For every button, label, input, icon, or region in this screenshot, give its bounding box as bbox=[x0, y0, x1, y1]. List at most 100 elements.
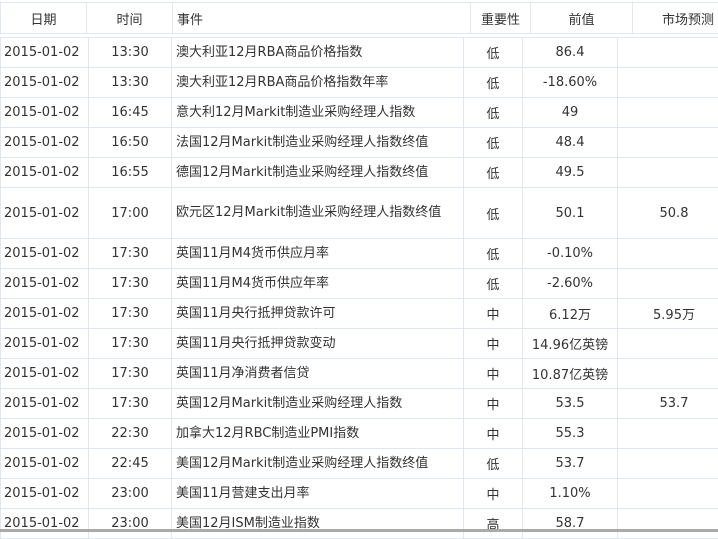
cell-time: 17:30 bbox=[89, 359, 172, 389]
cell-event[interactable]: 英国12月Markit制造业采购经理人指数 bbox=[172, 389, 464, 419]
cell-time: 16:55 bbox=[89, 158, 172, 188]
header-time[interactable]: 时间 bbox=[87, 3, 173, 34]
cell-time: 13:30 bbox=[89, 38, 172, 68]
cell-previous: -18.60% bbox=[523, 68, 618, 98]
cell-previous: 86.4 bbox=[523, 38, 618, 68]
cell-forecast: 5.95万 bbox=[618, 299, 718, 329]
cell-time: 17:30 bbox=[89, 269, 172, 299]
cell-date: 2015-01-02 bbox=[1, 329, 89, 359]
cell-importance: 低 bbox=[464, 158, 523, 188]
calendar-header: 日期 时间 事件 重要性 前值 市场预测 bbox=[0, 2, 718, 34]
cell-date: 2015-01-02 bbox=[1, 239, 89, 269]
cell-forecast bbox=[618, 38, 718, 68]
cell-previous: 55.3 bbox=[523, 419, 618, 449]
cell-forecast: 53.7 bbox=[618, 389, 718, 419]
cell-time: 16:50 bbox=[89, 128, 172, 158]
cell-forecast bbox=[618, 509, 718, 539]
cell-date: 2015-01-02 bbox=[1, 38, 89, 68]
cell-forecast bbox=[618, 98, 718, 128]
cell-previous: 50.1 bbox=[523, 188, 618, 239]
cell-forecast bbox=[618, 269, 718, 299]
cell-previous: 58.7 bbox=[523, 509, 618, 539]
cell-date: 2015-01-02 bbox=[1, 68, 89, 98]
cell-event[interactable]: 美国11月营建支出月率 bbox=[172, 479, 464, 509]
cell-importance: 高 bbox=[464, 509, 523, 539]
cell-date: 2015-01-02 bbox=[1, 389, 89, 419]
cell-forecast bbox=[618, 128, 718, 158]
cell-time: 17:00 bbox=[89, 188, 172, 239]
cell-forecast bbox=[618, 68, 718, 98]
cell-event[interactable]: 德国12月Markit制造业采购经理人指数终值 bbox=[172, 158, 464, 188]
cell-event[interactable]: 欧元区12月Markit制造业采购经理人指数终值 bbox=[172, 188, 464, 239]
header-forecast[interactable]: 市场预测 bbox=[633, 3, 718, 34]
cell-previous: 1.10% bbox=[523, 479, 618, 509]
header-importance[interactable]: 重要性 bbox=[471, 3, 531, 34]
cell-forecast bbox=[618, 329, 718, 359]
cell-forecast: 50.8 bbox=[618, 188, 718, 239]
cell-time: 22:45 bbox=[89, 449, 172, 479]
cell-date: 2015-01-02 bbox=[1, 299, 89, 329]
cell-event[interactable]: 法国12月Markit制造业采购经理人指数终值 bbox=[172, 128, 464, 158]
cell-event[interactable]: 英国11月央行抵押贷款变动 bbox=[172, 329, 464, 359]
cell-event[interactable]: 澳大利亚12月RBA商品价格指数年率 bbox=[172, 68, 464, 98]
cell-forecast bbox=[618, 158, 718, 188]
cell-event[interactable]: 英国11月央行抵押贷款许可 bbox=[172, 299, 464, 329]
header-previous[interactable]: 前值 bbox=[531, 3, 633, 34]
cell-previous: 53.7 bbox=[523, 449, 618, 479]
cell-event[interactable]: 英国11月M4货币供应月率 bbox=[172, 239, 464, 269]
cell-event[interactable]: 美国12月Markit制造业采购经理人指数终值 bbox=[172, 449, 464, 479]
cell-time: 17:30 bbox=[89, 299, 172, 329]
cell-previous: 10.87亿英镑 bbox=[523, 359, 618, 389]
cell-event[interactable]: 英国11月M4货币供应年率 bbox=[172, 269, 464, 299]
cell-date: 2015-01-02 bbox=[1, 158, 89, 188]
cell-importance: 中 bbox=[464, 419, 523, 449]
cell-importance: 中 bbox=[464, 329, 523, 359]
cell-forecast bbox=[618, 479, 718, 509]
cell-importance: 低 bbox=[464, 449, 523, 479]
cell-importance: 中 bbox=[464, 359, 523, 389]
cell-time: 17:30 bbox=[89, 389, 172, 419]
cell-forecast bbox=[618, 359, 718, 389]
cell-time: 23:00 bbox=[89, 509, 172, 539]
cell-time: 17:30 bbox=[89, 329, 172, 359]
cell-previous: 14.96亿英镑 bbox=[523, 329, 618, 359]
cell-forecast bbox=[618, 419, 718, 449]
cell-date: 2015-01-02 bbox=[1, 128, 89, 158]
cell-date: 2015-01-02 bbox=[1, 359, 89, 389]
cell-date: 2015-01-02 bbox=[1, 479, 89, 509]
cell-previous: -0.10% bbox=[523, 239, 618, 269]
cell-event[interactable]: 澳大利亚12月RBA商品价格指数 bbox=[172, 38, 464, 68]
cell-previous: -2.60% bbox=[523, 269, 618, 299]
cell-time: 23:00 bbox=[89, 479, 172, 509]
cell-importance: 低 bbox=[464, 98, 523, 128]
cell-time: 17:30 bbox=[89, 239, 172, 269]
cell-importance: 中 bbox=[464, 299, 523, 329]
header-date[interactable]: 日期 bbox=[1, 3, 87, 34]
cell-event[interactable]: 意大利12月Markit制造业采购经理人指数 bbox=[172, 98, 464, 128]
cell-time: 22:30 bbox=[89, 419, 172, 449]
cell-event[interactable]: 美国12月ISM制造业指数 bbox=[172, 509, 464, 539]
cell-previous: 48.4 bbox=[523, 128, 618, 158]
cell-previous: 49.5 bbox=[523, 158, 618, 188]
header-event[interactable]: 事件 bbox=[173, 3, 471, 34]
cell-event[interactable]: 英国11月净消费者信贷 bbox=[172, 359, 464, 389]
cell-event[interactable]: 加拿大12月RBC制造业PMI指数 bbox=[172, 419, 464, 449]
cell-forecast bbox=[618, 239, 718, 269]
